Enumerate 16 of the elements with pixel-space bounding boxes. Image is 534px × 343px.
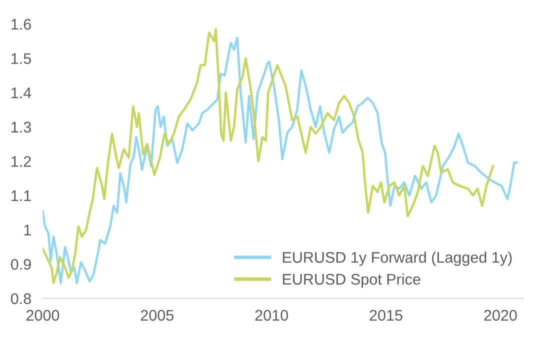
y-tick-label: 1.4: [12, 88, 32, 98]
y-tick-label: 1.6: [12, 18, 31, 30]
x-tick-label: 2015: [370, 310, 402, 321]
y-tick-label: 1.3: [12, 122, 31, 133]
y-tick-label: 1.5: [12, 53, 31, 64]
x-tick-label: 2005: [140, 310, 174, 321]
legend-label: EURUSD Spot Price: [282, 273, 420, 288]
y-tick-label: 1: [24, 224, 31, 236]
x-tick-label: 2000: [26, 310, 60, 321]
x-tick-label: 2020: [484, 310, 517, 321]
y-tick-label: 0.9: [10, 258, 31, 270]
y-tick-label: 1.2: [12, 156, 31, 167]
y-tick-label: 1.1: [12, 190, 31, 202]
legend-label: EURUSD 1y Forward (Lagged 1y): [282, 252, 512, 266]
x-tick-label: 2010: [255, 310, 288, 321]
y-tick-label: 0.8: [10, 293, 31, 304]
